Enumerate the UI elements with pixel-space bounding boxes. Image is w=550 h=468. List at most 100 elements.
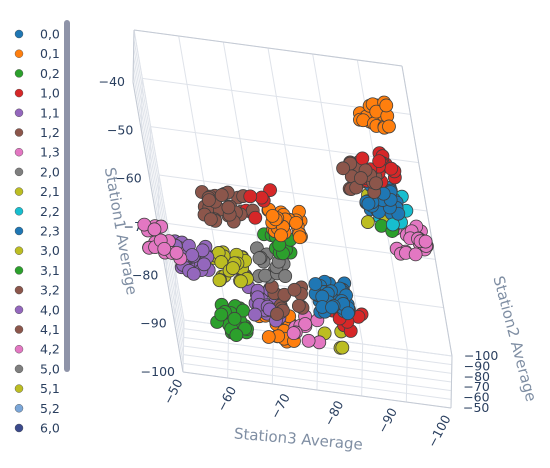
data-point	[360, 215, 375, 229]
x-tick-label: −100	[424, 412, 453, 449]
data-point	[382, 119, 396, 134]
legend-marker[interactable]	[14, 345, 24, 354]
z-tick-label: −50	[107, 122, 133, 137]
legend-label[interactable]: 0,0	[40, 27, 60, 42]
legend-label[interactable]: 2,1	[40, 184, 60, 199]
legend-marker[interactable]	[14, 29, 24, 39]
legend-label[interactable]: 3,2	[40, 283, 60, 298]
legend-marker[interactable]	[14, 325, 24, 334]
legend-marker[interactable]	[14, 384, 24, 393]
legend-label[interactable]: 1,2	[40, 125, 60, 140]
data-point	[212, 273, 227, 288]
data-point	[203, 212, 218, 227]
data-point	[286, 326, 301, 341]
legend-marker[interactable]	[14, 147, 24, 157]
legend-label[interactable]: 2,3	[40, 224, 60, 239]
data-point	[147, 222, 162, 237]
data-point	[214, 307, 229, 322]
data-point	[243, 189, 258, 204]
legend-label[interactable]: 1,1	[40, 105, 60, 120]
data-point	[287, 282, 302, 297]
grid-line	[133, 55, 184, 347]
data-point	[229, 328, 244, 342]
legend-marker[interactable]	[14, 423, 24, 433]
y-tick-label: −90	[464, 358, 490, 373]
data-point	[361, 196, 376, 211]
grid-line	[133, 29, 185, 321]
axis-line	[133, 29, 403, 67]
legend-marker[interactable]	[14, 364, 24, 374]
data-point	[355, 151, 370, 166]
z-tick-label: −80	[132, 267, 158, 282]
legend-marker[interactable]	[14, 187, 24, 196]
data-point	[186, 266, 201, 281]
data-point	[384, 161, 399, 176]
legend-scrollbar[interactable]	[64, 20, 70, 372]
y-axis-title: Station2 Average	[489, 274, 540, 404]
legend-label[interactable]: 4,2	[40, 342, 60, 357]
legend-marker[interactable]	[14, 108, 24, 118]
z-tick-label: −40	[99, 74, 125, 89]
data-point	[169, 245, 184, 260]
x-tick-label: −80	[321, 398, 347, 428]
x-tick-label: −70	[267, 391, 293, 421]
data-point	[270, 307, 284, 321]
data-point	[298, 317, 313, 331]
legend-marker[interactable]	[14, 404, 24, 413]
x-axis-title: Station3 Average	[233, 424, 363, 453]
axis-line	[401, 65, 453, 357]
y-tick-label: −50	[463, 400, 489, 415]
legend-marker[interactable]	[14, 226, 24, 236]
y-tick-label: −100	[464, 348, 498, 363]
data-point	[221, 200, 236, 215]
data-point	[254, 190, 269, 205]
z-tick-label: −90	[140, 316, 166, 331]
legend-marker[interactable]	[14, 128, 24, 137]
legend-marker[interactable]	[14, 266, 24, 275]
data-point	[202, 193, 216, 208]
x-tick-label: −60	[214, 384, 240, 414]
legend-label[interactable]: 0,2	[40, 66, 60, 81]
axis-line	[182, 371, 452, 409]
legend-label[interactable]: 2,2	[40, 204, 60, 219]
legend-label[interactable]: 0,1	[40, 46, 60, 61]
legend-marker[interactable]	[14, 305, 24, 314]
data-point	[289, 215, 303, 230]
axis-line	[450, 355, 453, 409]
data-point	[214, 188, 229, 202]
data-point	[234, 274, 248, 289]
legend-label[interactable]: 5,1	[40, 381, 60, 396]
legend-label[interactable]: 4,1	[40, 322, 60, 337]
data-point	[325, 300, 339, 315]
legend-label[interactable]: 5,2	[40, 401, 60, 416]
legend-label[interactable]: 5,0	[40, 361, 60, 376]
legend-marker[interactable]	[14, 167, 24, 177]
data-point	[258, 268, 273, 283]
data-point	[408, 247, 423, 262]
legend-label[interactable]: 3,1	[40, 263, 60, 278]
legend-label[interactable]: 3,0	[40, 243, 60, 258]
z-tick-label: −100	[141, 364, 175, 379]
legend-marker[interactable]	[14, 207, 24, 216]
data-point	[372, 154, 387, 169]
legend-marker[interactable]	[14, 246, 24, 255]
legend-label[interactable]: 6,0	[40, 421, 60, 436]
legend-label[interactable]: 1,3	[40, 145, 60, 160]
legend-marker[interactable]	[14, 88, 24, 98]
legend[interactable]: 0,0 0,1 0,2 1,0 1,1 1,2 1,3 2,0 2,1 2,2 2,3 3,0 3,1 3…	[14, 27, 60, 436]
y-tick-label: −70	[463, 379, 489, 394]
legend-label[interactable]: 2,0	[40, 164, 60, 179]
data-point	[197, 257, 211, 272]
data-point	[308, 277, 323, 291]
legend-marker[interactable]	[14, 49, 24, 58]
data-point	[265, 208, 280, 223]
data-point	[248, 210, 263, 225]
data-point	[227, 311, 242, 326]
legend-marker[interactable]	[14, 69, 24, 78]
legend-marker[interactable]	[14, 285, 24, 295]
legend-label[interactable]: 4,0	[40, 302, 60, 317]
legend-label[interactable]: 1,0	[40, 86, 60, 101]
x-tick-label: −50	[160, 376, 186, 406]
grid-line	[133, 47, 185, 338]
